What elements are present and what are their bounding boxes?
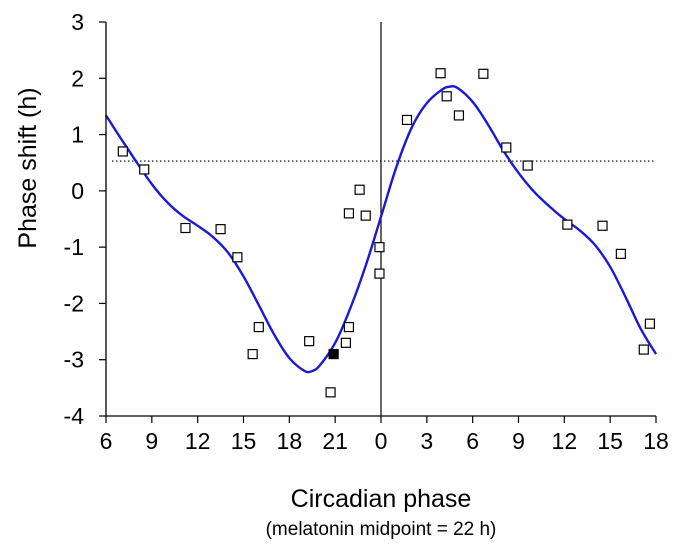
- data-point-open: [180, 222, 191, 234]
- data-point-open: [435, 68, 446, 79]
- y-tick-label: 2: [71, 65, 84, 91]
- x-axis-title: Circadian phase: [291, 485, 472, 513]
- data-point-open: [501, 142, 512, 153]
- data-point-open: [441, 91, 452, 102]
- y-tick-label: -3: [64, 347, 84, 373]
- y-tick-label: 1: [71, 122, 84, 148]
- data-point-open: [638, 344, 649, 355]
- fitted-curve-layer: [104, 85, 658, 374]
- y-tick-label: -1: [64, 234, 84, 260]
- data-point-open: [615, 248, 626, 259]
- data-point-open: [215, 224, 226, 235]
- y-tick-label: 3: [71, 9, 84, 35]
- data-point-open: [478, 68, 489, 79]
- data-points: [117, 68, 655, 398]
- y-axis-title: Phase shift (h): [14, 87, 42, 248]
- x-tick-label: 21: [322, 428, 348, 454]
- reference-lines: [112, 22, 656, 416]
- x-tick-label: 0: [375, 428, 388, 454]
- data-point-open: [597, 220, 608, 231]
- data-point-open: [343, 321, 355, 333]
- x-tick-label: 9: [145, 428, 158, 454]
- data-point-open: [139, 164, 150, 175]
- x-tick-label: 12: [552, 428, 578, 454]
- data-point-open: [340, 337, 351, 348]
- y-axis-ticks: 3 2 1 0 -1 -2 -3 -4: [64, 9, 106, 429]
- axes: [105, 22, 656, 417]
- data-point-open: [562, 219, 573, 230]
- data-point-open: [343, 208, 355, 219]
- data-point-open: [453, 110, 465, 121]
- x-tick-label: 3: [420, 428, 433, 454]
- x-tick-label: 18: [277, 428, 303, 454]
- x-tick-label: 18: [643, 428, 669, 454]
- x-tick-label: 15: [231, 428, 257, 454]
- data-point-open: [304, 336, 315, 347]
- data-point-open: [360, 210, 371, 221]
- data-point-open: [644, 318, 655, 329]
- y-tick-label: 0: [71, 178, 84, 204]
- x-axis-ticks: 6 9 12 15 18 21 0 3 6 9 12 15 18: [100, 416, 669, 454]
- data-point-open: [401, 114, 413, 126]
- data-point-open: [232, 252, 243, 263]
- data-point-open: [117, 146, 128, 157]
- x-axis-subtitle: (melatonin midpoint = 22 h): [266, 519, 497, 540]
- y-tick-label: -4: [64, 403, 85, 429]
- data-point-open: [522, 160, 533, 171]
- data-point-open: [253, 321, 264, 333]
- data-point-open: [354, 184, 365, 195]
- y-tick-label: -2: [64, 290, 84, 316]
- fitted-curve: [104, 85, 658, 374]
- data-point-open: [247, 348, 258, 360]
- x-tick-label: 6: [466, 428, 479, 454]
- x-tick-label: 6: [100, 428, 113, 454]
- data-point-open: [325, 387, 336, 398]
- data-point-open: [374, 268, 385, 279]
- x-tick-label: 15: [597, 428, 623, 454]
- data-point-filled: [328, 348, 339, 360]
- x-tick-label: 12: [185, 428, 211, 454]
- data-point-open: [374, 242, 385, 253]
- x-tick-label: 9: [512, 428, 525, 454]
